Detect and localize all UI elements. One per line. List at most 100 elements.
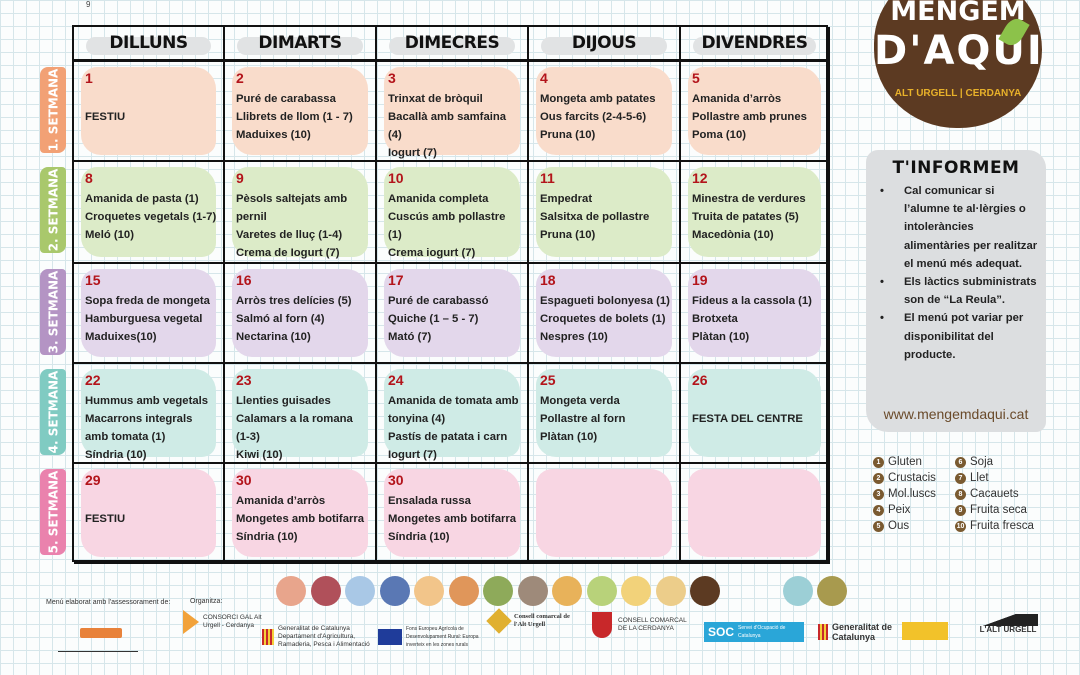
day-number: 10 [388, 170, 404, 186]
day-header: DIJOUS [529, 27, 681, 62]
meal-item: Iogurt (7) [388, 449, 437, 461]
fish-icon [345, 576, 375, 606]
week-label: 5. SETMANA [40, 469, 66, 555]
meal-item: Croquetes de bolets (1) [540, 313, 666, 325]
day-number: 4 [540, 70, 548, 86]
allergen-name: Llet [970, 472, 989, 484]
meal-list: Amanida de pasta (1) Croquetes vegetals (… [85, 190, 217, 244]
meal-item: FESTIU [85, 513, 126, 525]
menu-day-cell: 12 Minestra de verdures Truita de patates … [681, 162, 830, 264]
day-number: 3 [388, 70, 396, 86]
cell-background [232, 269, 368, 357]
meal-list: Espagueti bolonyesa (1) Croquetes de bole… [540, 292, 673, 346]
allergen-item: 4 Peix [873, 504, 955, 516]
cell-background [232, 167, 368, 257]
info-title: T'INFORMEM [892, 158, 1020, 178]
day-header-label: DILLUNS [109, 33, 188, 53]
meal-item: Amanida completa [388, 193, 489, 205]
legumes-icon [517, 576, 548, 606]
menu-day-cell: 15 Sopa freda de mongeta Hamburguesa veget… [74, 264, 225, 364]
meal-item: Pollastre amb prunes [692, 111, 807, 123]
alt-urgell-text: L'ALT URGELL [979, 625, 1037, 634]
meal-item: Amanida de pasta (1) [85, 193, 199, 205]
menu-day-cell: 17 Puré de carabassó Quiche (1 – 5 - 7) Mat… [377, 264, 529, 364]
day-number: 11 [540, 170, 555, 186]
allergen-item: 7 Llet [955, 472, 1045, 484]
day-header: DIMECRES [377, 27, 529, 62]
cell-background [81, 369, 216, 457]
allergen-name: Fruita seca [970, 504, 1027, 516]
meal-item: Pruna (10) [540, 229, 596, 241]
allergen-number-icon: 3 [873, 488, 884, 500]
day-number: 9 [236, 170, 244, 186]
meal-item: Pèsols saltejats amb pernil [236, 193, 348, 223]
day-number: 18 [540, 272, 556, 288]
week-label: 4. SETMANA [40, 369, 66, 455]
meal-item: Espagueti bolonyesa (1) [540, 295, 670, 307]
meal-list: Llenties guisades Calamars a la romana (1… [236, 392, 369, 464]
menu-day-cell: 9 Pèsols saltejats amb pernil Varetes de l… [225, 162, 377, 264]
meal-item: Truita de patates (5) [692, 211, 799, 223]
menu-day-cell: 2 Puré de carabassa Llibrets de llom (1 - … [225, 62, 377, 162]
meal-item: Amanida d’arròs [692, 93, 782, 105]
menu-grid: DILLUNS DIMARTS DIMECRES DIJOUS DIVENDRES 1 FE… [72, 25, 830, 564]
info-bullet: Cal comunicar si l’alumne te al·lèrgies … [878, 182, 1038, 273]
info-bullet: Els làctics subministrats son de “La Reu… [878, 273, 1038, 309]
cell-background [384, 67, 520, 155]
day-number: 30 [388, 472, 404, 488]
allergen-item: 10 Fruita fresca [955, 520, 1045, 532]
cc-alt-urgell-logo: Consell comarcal de l'Alt Urgell [486, 608, 580, 634]
meal-item: Puré de carabassó [388, 295, 489, 307]
day-number: 2 [236, 70, 244, 86]
cell-background [536, 369, 672, 457]
day-number: 17 [388, 272, 404, 288]
meal-item: Poma (10) [692, 129, 746, 141]
meal-item: Maduixes(10) [85, 331, 157, 343]
meal-list: Amanida d’arròs Mongetes amb botifarra Sín… [236, 492, 369, 546]
menu-day-cell: 23 Llenties guisades Calamars a la romana … [225, 364, 377, 464]
menu-day-cell: 3 Trinxat de bròquil Bacallà amb samfaina … [377, 62, 529, 162]
allergen-name: Ous [888, 520, 910, 532]
meal-item: Croquetes vegetals (1-7) [85, 211, 217, 223]
mengem-daqui-logo: MENGEM D'AQUI ALT URGELL | CERDANYA [874, 0, 1042, 128]
day-header-label: DIMECRES [404, 33, 500, 53]
info-bullet: El menú pot variar per disponibilitat de… [878, 309, 1038, 364]
allergen-name: Peix [888, 504, 911, 516]
meal-item: Mongeta verda [540, 395, 620, 407]
gencat-agri-logo: Generalitat de Catalunya Departament d'A… [262, 625, 372, 649]
cheese-icon [621, 576, 651, 606]
meal-item: Iogurt (7) [388, 147, 437, 159]
allergen-item: 9 Fruita seca [955, 504, 1045, 516]
day-number: 16 [236, 272, 252, 288]
apple-icon [586, 576, 617, 606]
meal-item: Arròs tres delícies (5) [236, 295, 352, 307]
cell-background [536, 269, 672, 357]
cell-background [81, 67, 216, 155]
menu-day-cell: 18 Espagueti bolonyesa (1) Croquetes de bo… [529, 264, 681, 364]
meal-item: Sopa freda de mongeta [85, 295, 210, 307]
day-header: DIMARTS [225, 27, 377, 62]
meal-item: Hummus amb vegetals [85, 395, 209, 407]
menu-day-cell: 10 Amanida completa Cuscús amb pollastre (… [377, 162, 529, 264]
advice-label: Menú elaborat amb l'assessorament de: [46, 599, 171, 606]
allergen-number-icon: 6 [955, 456, 966, 468]
meal-list: Sopa freda de mongeta Hamburguesa vegetal… [85, 292, 217, 346]
meal-list: Empedrat Salsitxa de pollastre Pruna (10) [540, 190, 673, 244]
meal-item: Minestra de verdures [692, 193, 806, 205]
meal-item: Calamars a la romana (1-3) [236, 413, 353, 443]
meal-item: Salsitxa de pollastre [540, 211, 650, 223]
day-number: 25 [540, 372, 556, 388]
day-number: 12 [692, 170, 708, 186]
website-link[interactable]: www.mengemdaqui.cat [883, 406, 1029, 422]
meal-list: Puré de carabassa Llibrets de llom (1 - 7… [236, 90, 369, 144]
meal-list: FESTIU [85, 108, 217, 126]
menu-day-cell: 22 Hummus amb vegetals Macarrons integrals… [74, 364, 225, 464]
day-number: 30 [236, 472, 252, 488]
red-meat-icon [310, 576, 341, 606]
cell-background [81, 269, 216, 357]
menu-day-cell: 30 Ensalada russa Mongetes amb botifarra Sí… [377, 464, 529, 564]
meal-item: Plàtan (10) [692, 331, 750, 343]
menu-day-cell [529, 464, 681, 564]
meal-item: Hamburguesa vegetal [85, 313, 203, 325]
meal-item: Plàtan (10) [540, 431, 598, 443]
